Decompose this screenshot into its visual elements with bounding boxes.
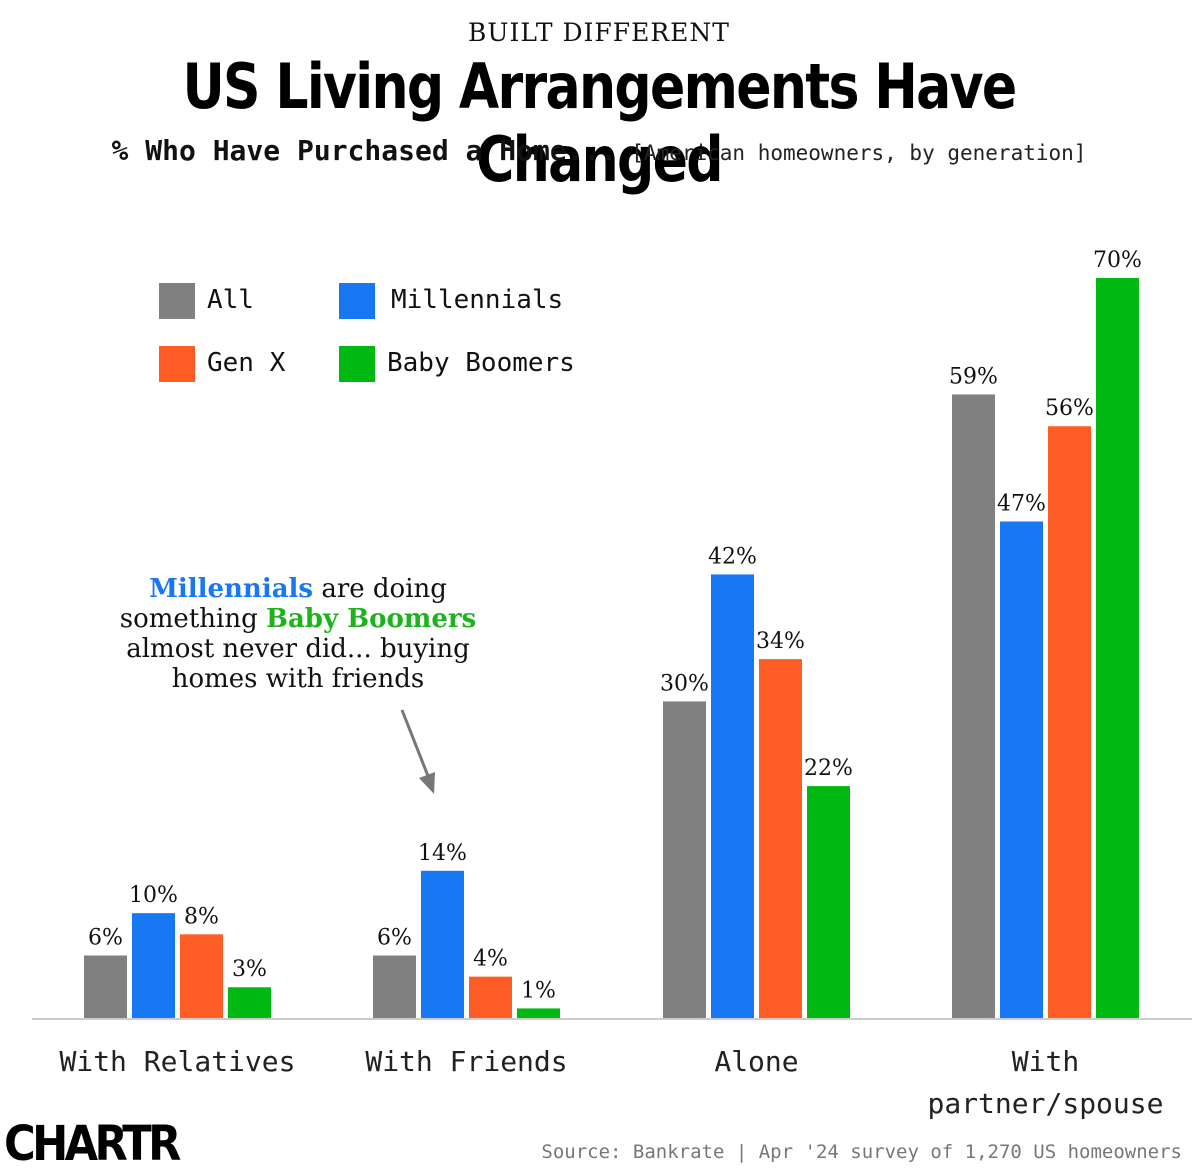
data-label-all-with-relatives: 6% [88, 925, 123, 950]
bar-gen-x-with-relatives [180, 934, 223, 1019]
legend-swatch-baby-boomers [339, 346, 375, 382]
category-label-with-partner-spouse-line-2: partner/spouse [927, 1087, 1163, 1120]
chart-subnote: [American homeowners, by generation] [631, 141, 1087, 165]
data-label-baby-boomers-with-relatives: 3% [232, 957, 267, 982]
chart-subtitle: % Who Have Purchased a Home... [111, 134, 618, 167]
bar-labels-group: 6% 6% 30% 59% 10% 14% 42% 47% 8% 4% 34% 56% 3% 1% 22% 7… [88, 248, 1142, 1003]
chart-title: US Living Arrangements Have Changed [182, 50, 1017, 196]
data-label-baby-boomers-with-friends: 1% [521, 978, 556, 1003]
annotation-arrow-head [419, 772, 435, 794]
legend-swatch-all [159, 283, 195, 319]
data-label-baby-boomers-alone: 22% [804, 756, 853, 781]
legend-swatch-gen-x [159, 346, 195, 382]
data-label-all-with-friends: 6% [377, 925, 412, 950]
legend-swatch-millennials [339, 283, 375, 319]
bar-millennials-with-friends [421, 870, 464, 1019]
category-label-with-partner-spouse-line-1: With [1012, 1045, 1079, 1078]
data-label-millennials-alone: 42% [708, 544, 757, 569]
data-label-millennials-with-relatives: 10% [129, 883, 178, 908]
bar-all-with-relatives [84, 955, 127, 1019]
bar-millennials-with-partner-spouse [1000, 521, 1043, 1019]
category-label-alone: Alone [714, 1045, 798, 1078]
data-label-all-alone: 30% [660, 671, 709, 696]
bar-millennials-alone [711, 574, 754, 1019]
annotation-highlight-millennials: Millennials [149, 574, 314, 604]
annotation-arrow-line [400, 709, 430, 777]
bar-baby-boomers-with-friends [517, 1008, 560, 1019]
bars-group [84, 278, 1139, 1019]
category-labels-group: With Relatives With Friends Alone With partn… [59, 1045, 1163, 1120]
data-label-baby-boomers-with-partner-spouse: 70% [1093, 248, 1142, 273]
chart-kicker: BUILT DIFFERENT [468, 18, 730, 47]
bar-millennials-with-relatives [132, 913, 175, 1019]
bar-all-with-partner-spouse [952, 394, 995, 1019]
data-label-all-with-partner-spouse: 59% [949, 364, 998, 389]
legend-label-baby-boomers: Baby Boomers [387, 348, 575, 378]
bar-all-with-friends [373, 955, 416, 1019]
data-label-gen-x-with-partner-spouse: 56% [1045, 396, 1094, 421]
legend-label-gen-x: Gen X [207, 348, 286, 378]
source-note: Source: Bankrate | Apr '24 survey of 1,2… [541, 1141, 1182, 1163]
annotation-highlight-baby-boomers: Baby Boomers [265, 604, 477, 634]
annotation-arrow [400, 709, 435, 794]
subtitle-row: % Who Have Purchased a Home... [American… [0, 134, 1198, 167]
annotation-text-part: almost never did... buying homes with fr… [126, 634, 470, 694]
annotation-text-part: are doing something [119, 574, 447, 634]
category-label-with-relatives: With Relatives [59, 1045, 295, 1078]
bar-gen-x-with-partner-spouse [1048, 426, 1091, 1019]
data-label-millennials-with-partner-spouse: 47% [997, 491, 1046, 516]
bar-gen-x-alone [759, 659, 802, 1019]
bar-baby-boomers-with-partner-spouse [1096, 278, 1139, 1019]
bar-all-alone [663, 701, 706, 1019]
annotation-text: Millennials are doing something Baby Boo… [98, 574, 498, 694]
bar-baby-boomers-alone [807, 786, 850, 1019]
bar-gen-x-with-friends [469, 976, 512, 1019]
legend-label-millennials: Millennials [391, 285, 564, 315]
bar-baby-boomers-with-relatives [228, 987, 271, 1019]
data-label-gen-x-with-friends: 4% [473, 947, 508, 972]
category-label-with-friends: With Friends [365, 1045, 567, 1078]
data-label-millennials-with-friends: 14% [418, 841, 467, 866]
legend-label-all: All [207, 285, 254, 315]
chartr-logo: CHARTR [4, 1116, 181, 1172]
data-label-gen-x-alone: 34% [756, 629, 805, 654]
data-label-gen-x-with-relatives: 8% [184, 904, 219, 929]
